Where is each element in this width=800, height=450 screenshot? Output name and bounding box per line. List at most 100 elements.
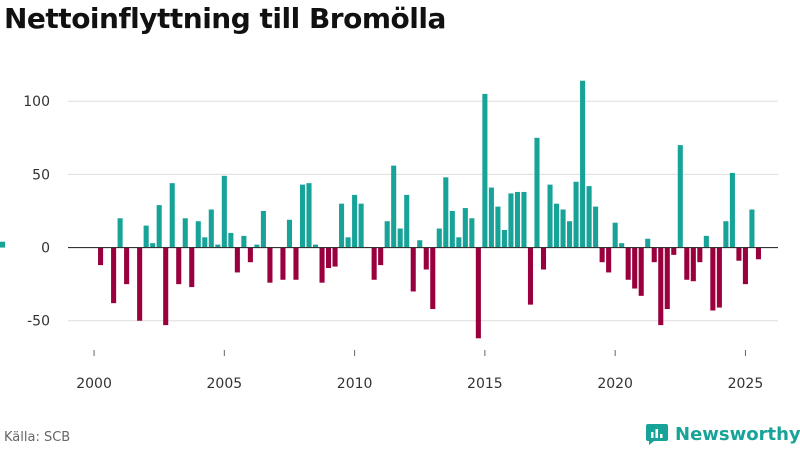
bar — [710, 247, 716, 311]
bar — [417, 240, 423, 248]
bar — [208, 209, 214, 248]
bar — [332, 247, 338, 267]
bar — [280, 247, 286, 280]
bar — [215, 244, 221, 248]
bar — [488, 187, 494, 248]
bar — [137, 247, 143, 321]
x-axis-tick-labels: 2000 2005 2010 2015 2020 2025 — [76, 350, 763, 392]
bar-chart: -50 0 50 100 2000 2005 2010 2015 2020 2025 — [0, 80, 778, 392]
x-tick-label: 2025 — [728, 376, 764, 392]
bar — [267, 247, 273, 283]
bar — [0, 241, 6, 248]
bar — [195, 221, 201, 248]
bar — [716, 247, 722, 308]
bar — [612, 222, 618, 248]
bar — [371, 247, 377, 280]
y-tick-label: 0 — [41, 241, 50, 257]
x-tick-label: 2005 — [207, 376, 243, 392]
bar — [495, 206, 501, 248]
bar — [339, 203, 345, 248]
bar — [352, 194, 358, 248]
bar — [553, 203, 560, 248]
bar — [567, 221, 573, 248]
bar — [397, 228, 403, 248]
bar — [755, 247, 761, 260]
bar — [156, 205, 162, 248]
bar — [202, 237, 208, 248]
bar — [742, 247, 748, 285]
bar — [117, 218, 123, 248]
newsworthy-logo-icon — [646, 424, 668, 445]
bar — [241, 235, 247, 248]
bar — [391, 165, 397, 248]
bar — [645, 238, 651, 248]
bar — [410, 247, 416, 292]
bar — [521, 191, 527, 248]
bar — [234, 247, 240, 273]
bar — [326, 247, 332, 269]
bar — [723, 221, 729, 248]
bar — [651, 247, 657, 263]
bar — [319, 247, 325, 283]
bar — [560, 209, 566, 248]
y-tick-label: -50 — [27, 314, 50, 330]
bar — [508, 193, 514, 248]
x-tick-label: 2000 — [76, 376, 112, 392]
bar — [664, 247, 670, 310]
bar — [189, 247, 195, 288]
bar — [143, 225, 149, 248]
bar — [619, 243, 625, 248]
bar — [378, 247, 384, 266]
bar — [299, 184, 306, 248]
bar — [514, 191, 520, 248]
bar — [306, 183, 312, 248]
bar — [501, 230, 507, 248]
bar — [443, 177, 449, 248]
bar — [436, 228, 442, 248]
bar — [98, 247, 104, 266]
x-tick-label: 2015 — [467, 376, 503, 392]
bar — [384, 221, 390, 248]
bar — [749, 209, 755, 248]
bar — [586, 186, 592, 248]
y-tick-label: 50 — [32, 167, 50, 183]
bar — [221, 175, 227, 248]
bar — [671, 247, 677, 255]
bar — [475, 247, 481, 339]
bar — [247, 247, 253, 263]
bar — [729, 172, 735, 248]
bar — [345, 237, 351, 248]
bar — [358, 203, 364, 248]
bar — [658, 247, 664, 326]
bar — [462, 208, 468, 248]
brand-name: Newsworthy — [675, 423, 800, 445]
bar — [632, 247, 638, 289]
bar — [469, 218, 475, 248]
bar — [150, 243, 156, 248]
brand-logo[interactable]: Newsworthy — [645, 422, 800, 446]
y-tick-label: 100 — [23, 94, 50, 110]
bar — [527, 247, 534, 305]
bar — [423, 247, 429, 270]
bar — [690, 247, 696, 282]
bar — [456, 237, 462, 248]
bar — [286, 219, 293, 248]
bar — [482, 93, 488, 248]
bar — [163, 247, 169, 326]
bar — [638, 247, 644, 296]
bar — [599, 247, 605, 263]
bar — [547, 184, 553, 248]
bar — [124, 247, 130, 285]
bar — [260, 210, 266, 248]
bar — [111, 247, 117, 304]
source-note: Källa: SCB — [4, 430, 71, 445]
bar — [293, 247, 299, 280]
bar — [736, 247, 742, 261]
bars — [0, 80, 761, 339]
bar — [625, 247, 631, 280]
bar — [573, 181, 579, 248]
chart-title: Nettoinflyttning till Bromölla — [4, 2, 446, 35]
bar — [684, 247, 690, 280]
bar — [312, 244, 319, 248]
bar — [677, 145, 683, 248]
